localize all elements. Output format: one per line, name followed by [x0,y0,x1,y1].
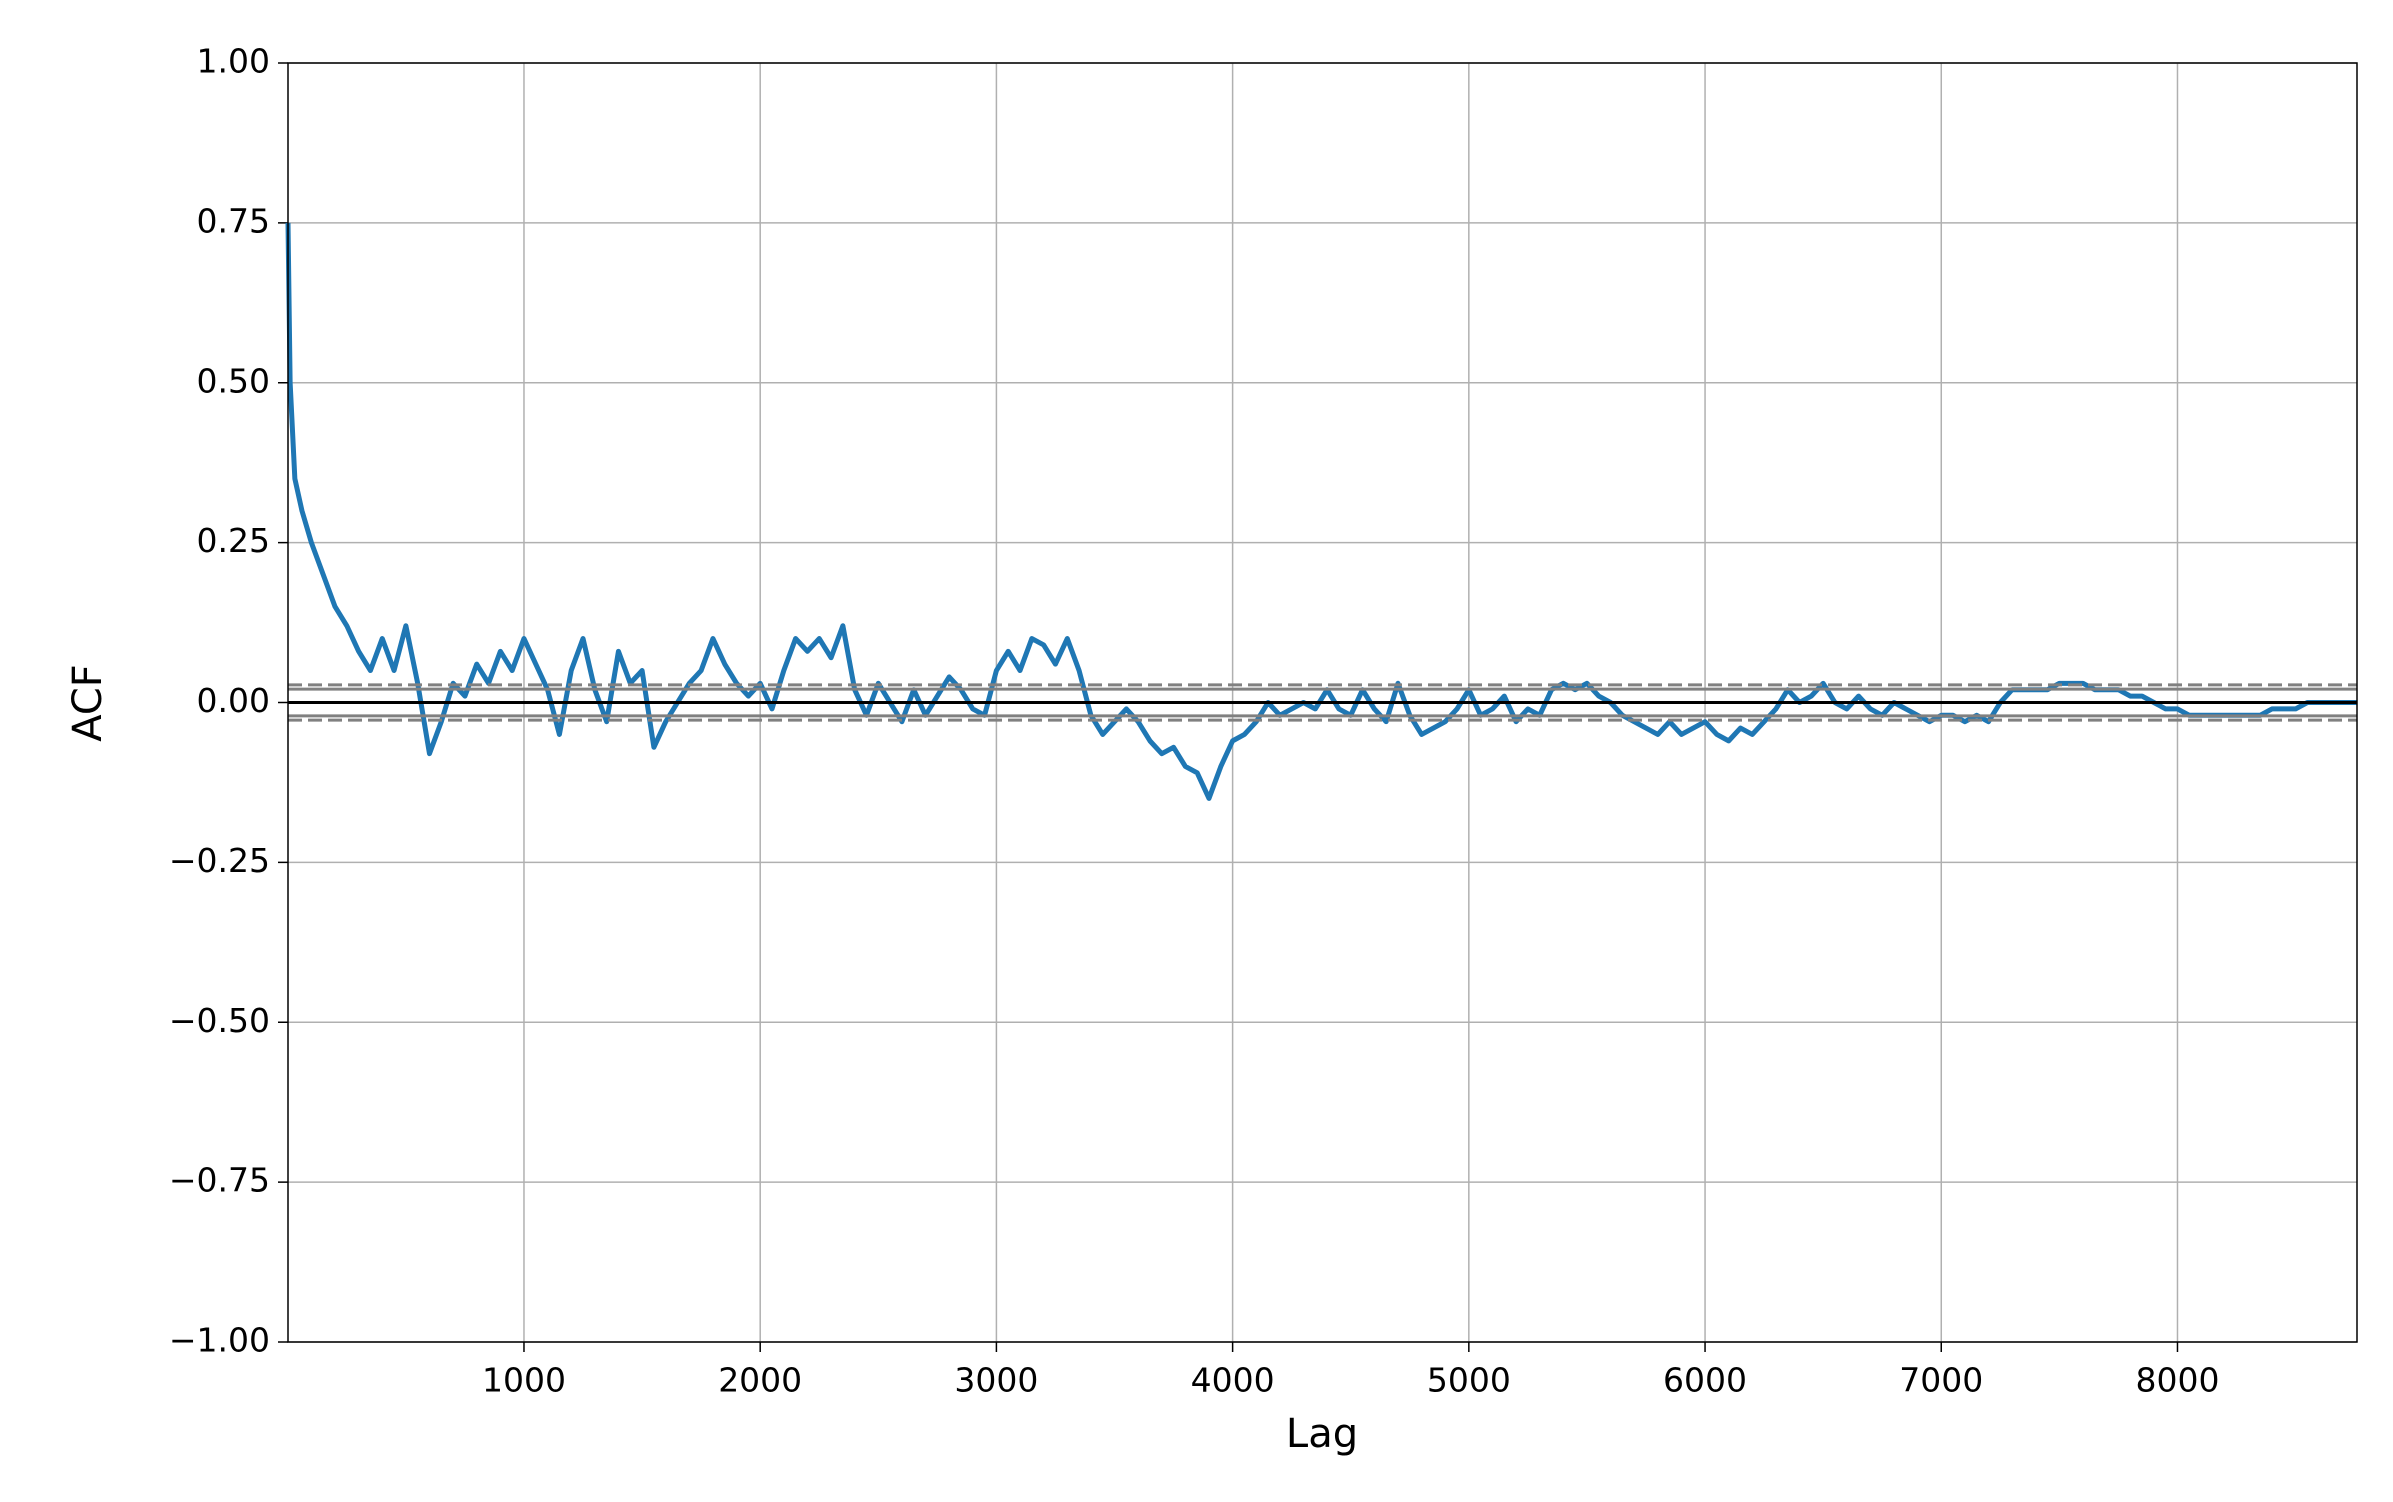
acf-line [285,222,2357,801]
y-axis-label: ACF [65,664,111,742]
x-tick-label: 4000 [1191,1361,1275,1400]
y-tick-label: 0.00 [197,681,270,720]
y-tick-label: 1.00 [197,42,270,81]
plot-frame [287,62,2358,1343]
x-tick-label: 7000 [1899,1361,1983,1400]
y-tick-label: 0.50 [197,361,270,400]
x-axis-label: Lag [1286,1411,1358,1457]
y-tick-label: −0.25 [169,841,270,880]
y-tick-label: −0.50 [169,1001,270,1040]
x-tick-label: 1000 [482,1361,566,1400]
x-tick-label: 6000 [1663,1361,1747,1400]
y-tick-label: 0.25 [197,521,270,560]
y-tick-label: −0.75 [169,1161,270,1200]
x-tick-label: 2000 [718,1361,802,1400]
x-tick-label: 5000 [1427,1361,1511,1400]
x-tick-label: 8000 [2135,1361,2219,1400]
y-tick-label: −1.00 [169,1321,270,1360]
y-tick-label: 0.75 [197,201,270,240]
x-tick-label: 3000 [954,1361,1038,1400]
